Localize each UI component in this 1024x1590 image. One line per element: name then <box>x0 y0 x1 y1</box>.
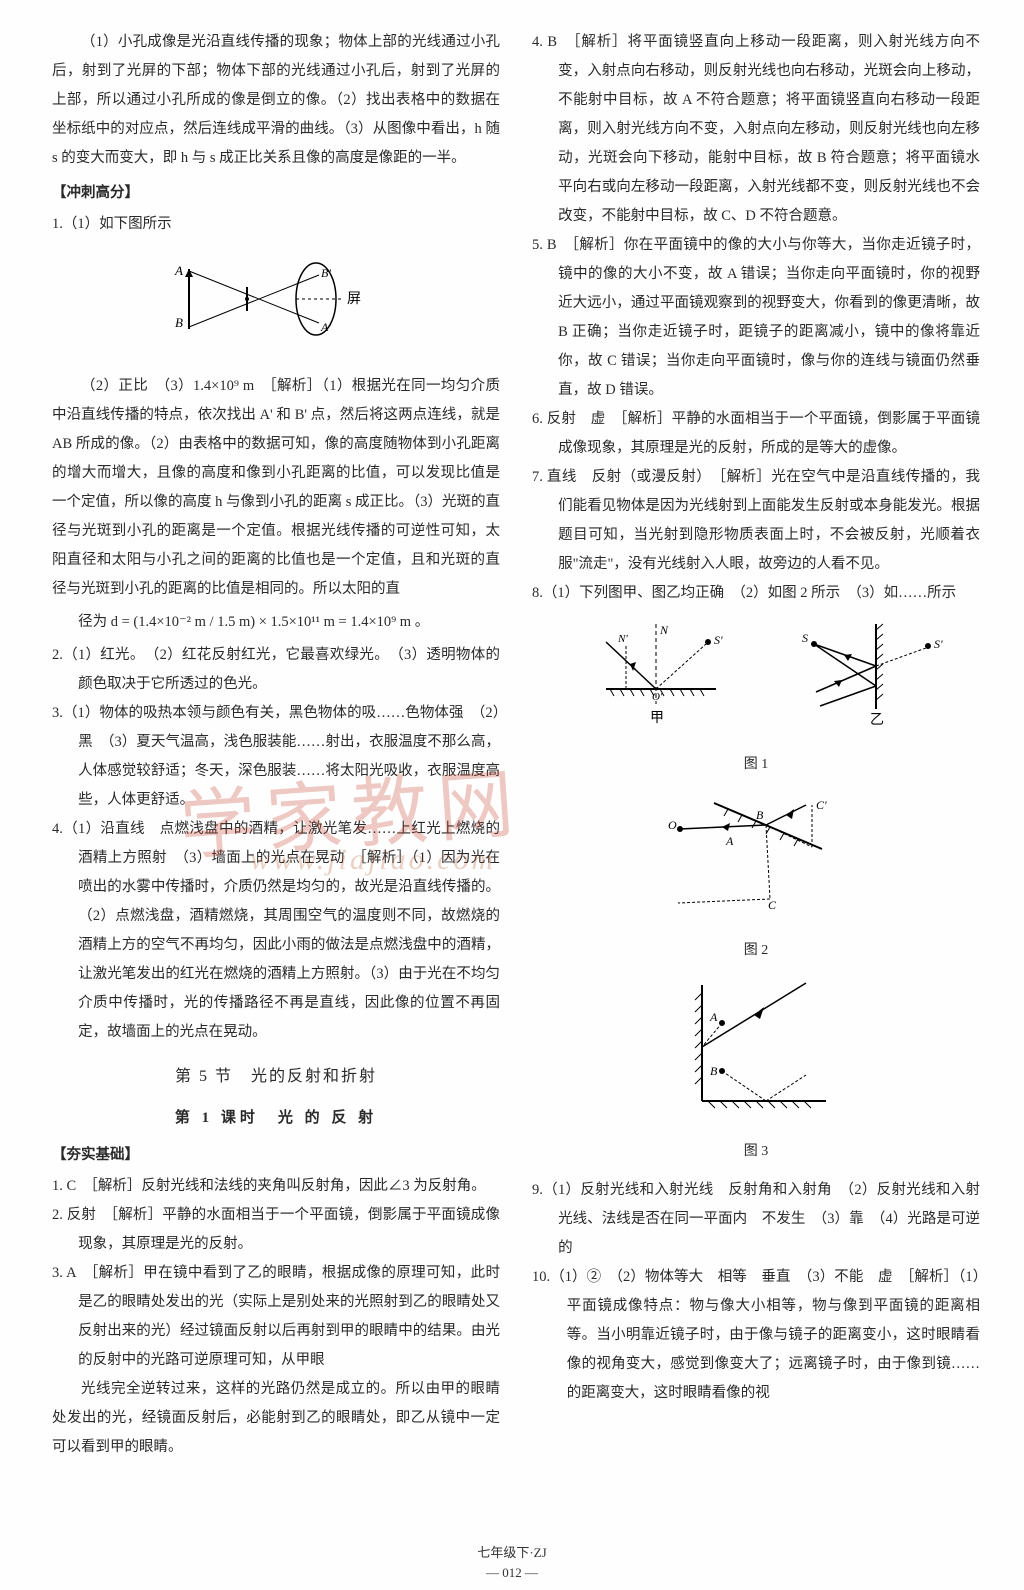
r0: 光线完全逆转过来，这样的光路仍然是成立的。所以由甲的眼睛处发出的光，经镜面反射后… <box>52 1375 500 1462</box>
q3: 3.（1）物体的吸热本领与颜色有关，黑色物体的吸……色物体强 （2）黑 （3）夏… <box>52 699 500 815</box>
page-content: （1）小孔成像是光沿直线传播的现象；物体上部的光线通过小孔后，射到了光屏的下部；… <box>0 0 1024 1528</box>
svg-text:O: O <box>668 818 677 832</box>
r10: 10.（1）② （2）物体等大 相等 垂直 （3）不能 虚 ［解析］（1）平面镜… <box>532 1263 980 1408</box>
svg-text:S': S' <box>714 633 723 647</box>
figure-2: O B C' C A 图 2 <box>532 789 980 965</box>
svg-text:A': A' <box>320 320 331 334</box>
svg-text:O': O' <box>652 691 663 703</box>
svg-text:N: N <box>659 623 669 637</box>
r4: 4. B ［解析］将平面镜竖直向上移动一段距离，则入射光线方向不变，入射点向右移… <box>532 28 980 231</box>
svg-text:N': N' <box>617 633 628 645</box>
q1-formula: 径为 d = (1.4×10⁻² m / 1.5 m) × 1.5×10¹¹ m… <box>52 608 500 637</box>
page-footer: 七年级下·ZJ — 012 — <box>0 1543 1024 1582</box>
svg-text:C': C' <box>816 798 827 812</box>
figure-3: A B 图 3 <box>532 975 980 1166</box>
section-jichu: 【夯实基础】 <box>52 1141 500 1170</box>
q1-a: 1.（1）如下图所示 <box>52 210 500 239</box>
footer-line2: — 012 — <box>0 1563 1024 1583</box>
section5-title: 第 5 节 光的反射和折射 <box>52 1061 500 1093</box>
r8: 8.（1）下列图甲、图乙均正确 （2）如图 2 所示 （3）如……所示 <box>532 579 980 608</box>
svg-text:A: A <box>174 263 183 278</box>
left-intro: （1）小孔成像是光沿直线传播的现象；物体上部的光线通过小孔后，射到了光屏的下部；… <box>52 28 500 173</box>
svg-text:B: B <box>710 1064 718 1078</box>
svg-text:A: A <box>709 1010 718 1024</box>
q2: 2.（1）红光。 （2）红花反射红光，它最喜欢绿光。 （3）透明物体的颜色取决于… <box>52 641 500 699</box>
svg-text:乙: 乙 <box>870 712 884 728</box>
svg-text:S': S' <box>934 637 943 651</box>
r9: 9.（1）反射光线和入射光线 反射角和入射角 （2）反射光线和入射光线、法线是否… <box>532 1176 980 1263</box>
svg-text:C: C <box>768 898 777 912</box>
svg-text:B': B' <box>321 266 331 280</box>
q4: 4.（1）沿直线 点燃浅盘中的酒精，让激光笔发……上红光上燃烧的酒精上方照射 （… <box>52 815 500 1047</box>
b2: 2. 反射 ［解析］平静的水面相当于一个平面镜，倒影属于平面镜成像现象，其原理是… <box>52 1201 500 1259</box>
fig2-caption: 图 2 <box>532 937 980 965</box>
r7: 7. 直线 反射（或漫反射） ［解析］光在空气中是沿直线传播的，我们能看见物体是… <box>532 463 980 579</box>
r6: 6. 反射 虚 ［解析］平静的水面相当于一个平面镜，倒影属于平面镜成像现象，其原… <box>532 405 980 463</box>
section5-sub: 第 1 课时 光 的 反 射 <box>52 1103 500 1133</box>
fig3-caption: 图 3 <box>532 1138 980 1166</box>
r5: 5. B ［解析］你在平面镜中的像的大小与你等大，当你走近镜子时，镜中的像的大小… <box>532 231 980 405</box>
figure-pinhole: A B B' A' 屏 <box>52 249 500 360</box>
svg-text:B: B <box>175 315 183 330</box>
svg-text:A: A <box>725 834 734 848</box>
section-chongci: 【冲刺高分】 <box>52 179 500 208</box>
svg-text:屏: 屏 <box>347 292 361 307</box>
svg-text:B: B <box>756 808 764 822</box>
svg-text:甲: 甲 <box>650 711 664 726</box>
fig1-caption: 图 1 <box>532 751 980 779</box>
q1-b: （2）正比 （3）1.4×10⁹ m ［解析］（1）根据光在同一均匀介质中沿直线… <box>52 372 500 604</box>
figure-1: N O' S' N' <box>532 618 980 779</box>
b1: 1. C ［解析］反射光线和法线的夹角叫反射角，因此∠3 为反射角。 <box>52 1172 500 1201</box>
b3: 3. A ［解析］甲在镜中看到了乙的眼睛，根据成像的原理可知，此时是乙的眼睛处发… <box>52 1259 500 1375</box>
svg-text:S: S <box>802 631 808 645</box>
footer-line1: 七年级下·ZJ <box>0 1543 1024 1563</box>
